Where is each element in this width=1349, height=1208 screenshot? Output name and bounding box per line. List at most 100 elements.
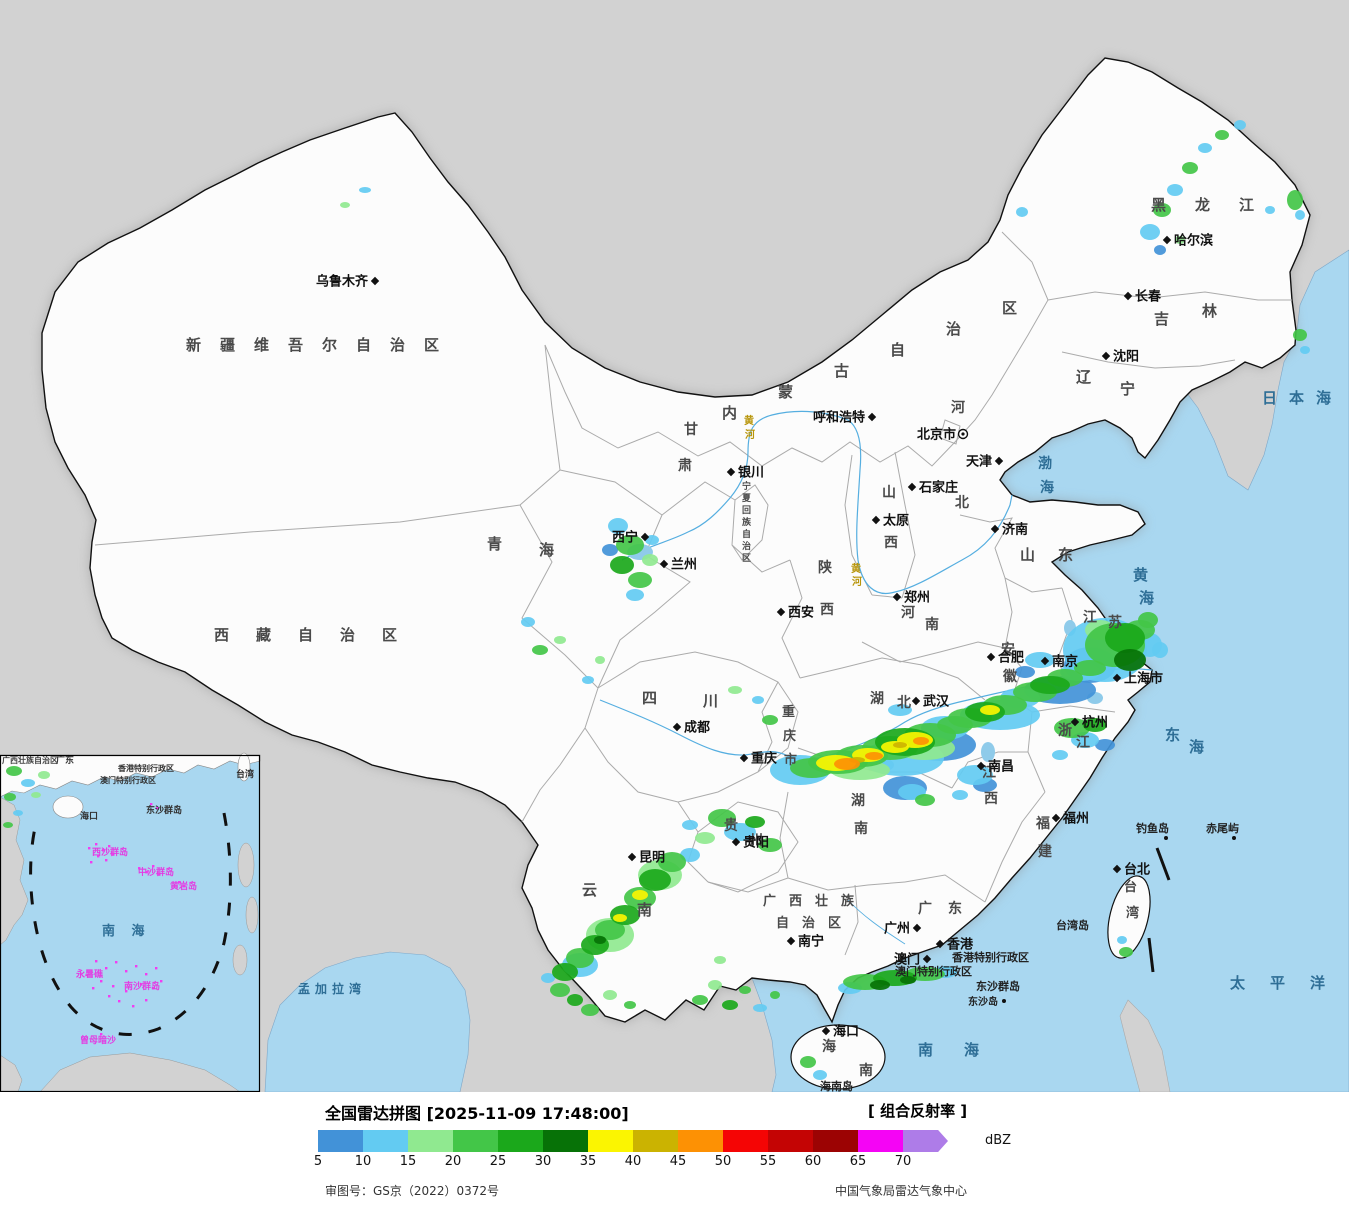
dbz-cell-70: [903, 1130, 948, 1152]
island-label: 香港特别行政区: [951, 950, 1029, 964]
legend-footer: 全国雷达拼图 [2025-11-09 17:48:00] [ 组合反射率 ] 5…: [0, 1092, 1349, 1208]
city-diamond-icon: [731, 837, 741, 847]
sea-bay-of-bengal: [264, 951, 471, 1092]
city-杭州: 杭州: [1070, 715, 1108, 731]
radar-echo: [1140, 224, 1160, 240]
city-label: 天津: [966, 454, 992, 470]
city-太原: 太原: [871, 513, 909, 529]
province-label: 建: [1038, 843, 1052, 860]
dbz-value: 10: [354, 1154, 372, 1169]
city-diamond-icon: [986, 652, 996, 662]
dbz-colorbar: [318, 1130, 948, 1152]
city-label: 重庆: [751, 751, 777, 767]
reef-dot: [145, 999, 148, 1002]
radar-echo: [1074, 660, 1106, 676]
inset-label: 海口: [80, 810, 98, 822]
province-label: 治: [340, 626, 355, 644]
maritime-boundary-dashes: [1147, 847, 1171, 973]
city-diamond-icon: [1051, 813, 1061, 823]
city-label: 沈阳: [1113, 349, 1139, 365]
province-label: 海: [822, 1038, 836, 1055]
province-label: 新: [186, 336, 201, 354]
sea-label: 南: [918, 1041, 933, 1059]
city-diamond-icon: [1070, 717, 1080, 727]
radar-echo: [692, 995, 708, 1005]
island-dot: [1164, 836, 1168, 840]
province-label: 山: [1020, 546, 1035, 564]
radar-echo: [1198, 143, 1212, 153]
island-label: 海南岛: [820, 1079, 853, 1092]
sea-labels: 日本海渤海黄海东海南 海太平洋孟加拉湾: [298, 389, 1331, 1059]
reef-dot: [88, 847, 91, 850]
city-上海市: 上海市: [1112, 671, 1163, 687]
radar-echo: [602, 544, 618, 556]
radar-echo: [770, 991, 780, 999]
dbz-value: 5: [313, 1154, 323, 1169]
radar-echo: [31, 792, 41, 798]
radar-echo: [521, 617, 535, 627]
city-济南: 济南: [990, 522, 1028, 538]
radar-echo: [610, 556, 634, 574]
province-label: 广: [918, 900, 932, 917]
province-label: 江: [1083, 609, 1097, 626]
radar-echo: [6, 766, 22, 776]
province-label: 宁: [1120, 380, 1135, 398]
province-label: 贵: [724, 817, 738, 834]
province-label: 自: [356, 336, 371, 354]
province-labels: 新疆维吾尔自治区西藏自治区青 海甘肃内蒙古自治区宁夏回族自治区陕西山西河北山 东河南…: [186, 196, 1254, 1079]
province-label: 广: [763, 893, 776, 909]
sea-label: 渤: [1038, 455, 1052, 472]
province-label: 蒙: [778, 383, 793, 401]
dbz-cell-60: [813, 1130, 858, 1152]
inset-label: 南 海: [102, 923, 151, 939]
city-石家庄: 石家庄: [907, 480, 958, 496]
city-台北: 台北: [1112, 862, 1150, 878]
radar-echo: [1119, 947, 1133, 957]
dbz-cell-35: [588, 1130, 633, 1152]
city-香港: 香港: [935, 937, 974, 953]
province-label: 区: [742, 553, 751, 564]
city-郑州: 郑州: [892, 590, 930, 606]
province-label: 壮: [815, 893, 828, 909]
province-label: 自: [742, 528, 751, 540]
city-diamond-icon: [912, 923, 922, 933]
city-label: 武汉: [923, 694, 950, 710]
radar-echo: [550, 983, 570, 997]
city-北京市: 北京市: [917, 427, 969, 443]
city-label: 昆明: [639, 850, 665, 866]
city-label: 福州: [1062, 811, 1089, 827]
radar-echo: [610, 905, 640, 925]
city-label: 乌鲁木齐: [316, 274, 369, 290]
radar-echo: [21, 779, 35, 787]
inset-philippines: [232, 842, 259, 976]
city-label: 郑州: [904, 590, 930, 606]
city-diamond-icon: [776, 607, 786, 617]
province-label: 黑: [1151, 196, 1166, 214]
inset-label: 香港特别行政区: [117, 763, 174, 773]
radar-echo: [952, 790, 968, 800]
province-label: 吉: [1154, 310, 1169, 328]
province-label: 治: [946, 320, 961, 338]
city-label: 贵阳: [743, 835, 769, 851]
city-diamond-icon: [871, 515, 881, 525]
radar-echo: [639, 869, 671, 891]
province-label: 尔: [322, 336, 337, 354]
radar-echo: [739, 986, 751, 994]
province-label: 内: [722, 404, 737, 422]
radar-echo: [1215, 130, 1229, 140]
province-label: 东: [1058, 546, 1073, 564]
city-西宁: 西宁: [612, 530, 650, 546]
radar-echo: [1293, 329, 1307, 341]
province-label: 宁: [742, 480, 751, 492]
dbz-cell-40: [633, 1130, 678, 1152]
province-label: 河: [951, 399, 965, 416]
island-label: 东沙群岛: [976, 979, 1020, 993]
province-label: 海: [539, 541, 554, 559]
city-diamond-icon: [922, 954, 932, 964]
sea-label: 洋: [1310, 974, 1325, 992]
province-label: 安: [1001, 641, 1015, 658]
city-diamond-icon: [370, 276, 380, 286]
city-label: 西宁: [612, 530, 638, 546]
